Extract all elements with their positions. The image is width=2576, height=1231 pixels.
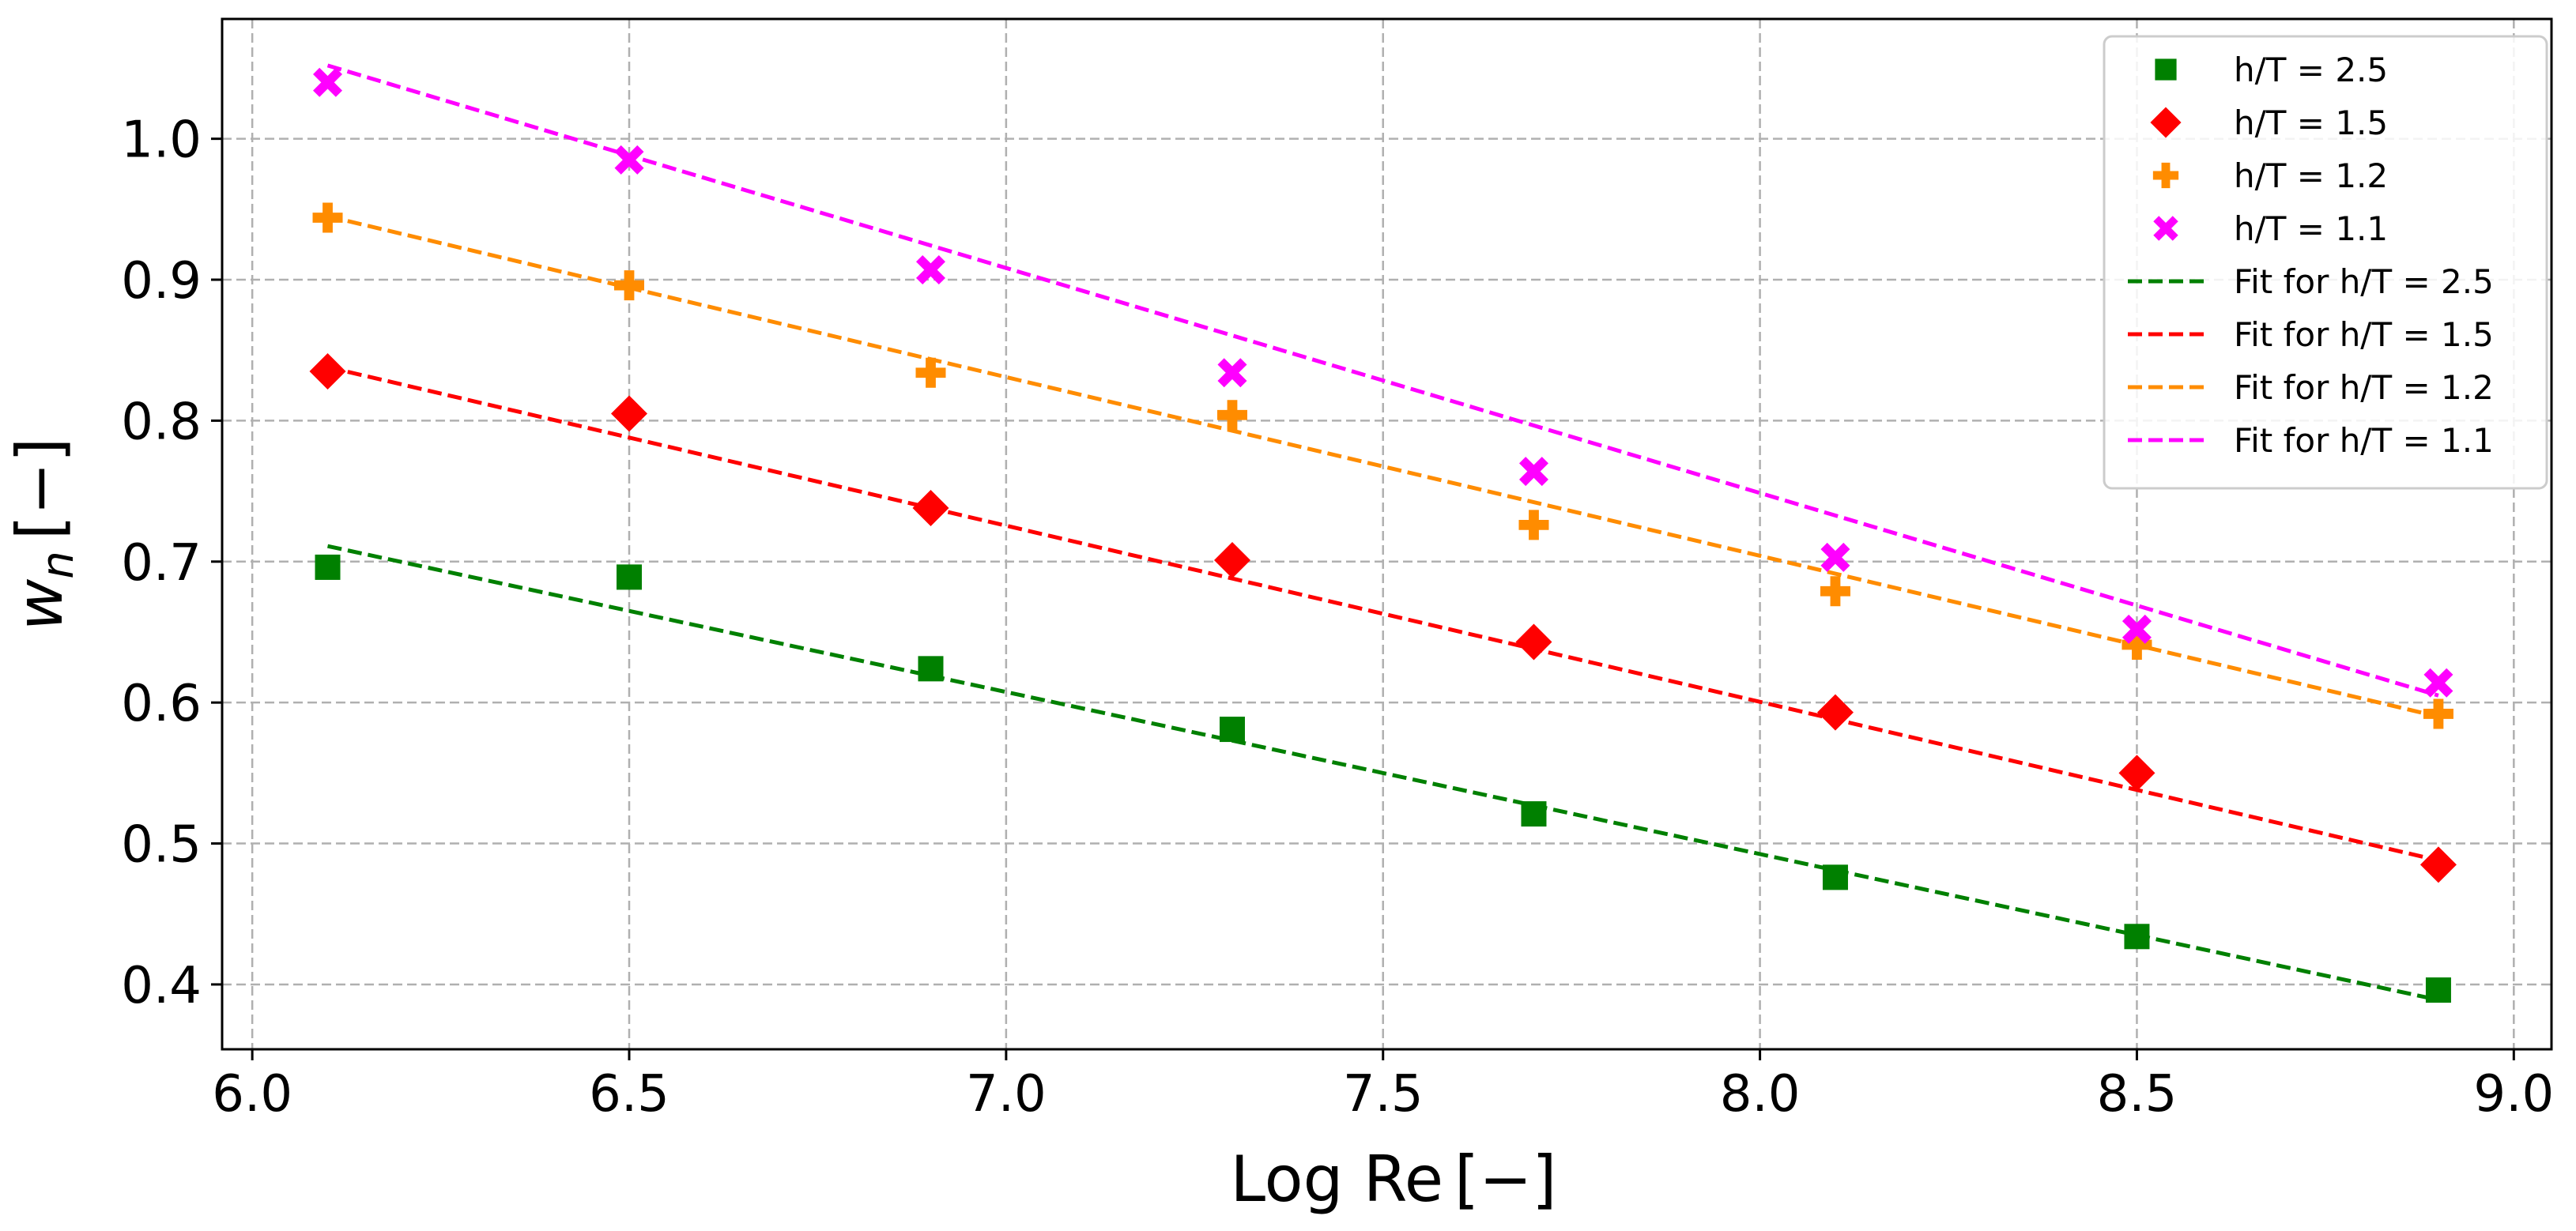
- x-axis-label: Log Re [−]: [1231, 1143, 1557, 1216]
- legend-label: h/T = 1.5: [2234, 104, 2388, 142]
- data-point: [313, 67, 343, 97]
- legend-label: Fit for h/T = 1.2: [2234, 368, 2494, 407]
- data-point: [312, 202, 343, 233]
- plot-frame: [221, 17, 2553, 1051]
- fit-lines-layer: [326, 63, 2439, 1003]
- data-point: [2423, 698, 2453, 729]
- data-point: [1515, 623, 1552, 661]
- y-tick-label: 0.6: [121, 675, 202, 733]
- y-tick-label: 1.0: [121, 111, 202, 170]
- data-point: [1518, 510, 1549, 540]
- y-axis-ticks: 0.4 0.5 0.6 0.7 0.8 0.9 1.0: [121, 111, 222, 1015]
- y-tick-label: 0.4: [121, 957, 202, 1015]
- legend-label: h/T = 1.1: [2234, 209, 2388, 248]
- data-point: [309, 352, 346, 390]
- y-tick-label: 0.7: [121, 534, 202, 593]
- legend-label: Fit for h/T = 1.1: [2234, 421, 2494, 460]
- legend-marker: [2153, 216, 2178, 241]
- x-tick-label: 6.5: [589, 1065, 669, 1124]
- data-point: [1816, 694, 1854, 731]
- y-tick-label: 0.9: [121, 252, 202, 311]
- data-point: [1822, 864, 1848, 890]
- data-point: [2124, 924, 2150, 950]
- fit-line: [326, 214, 2439, 719]
- legend-label: Fit for h/T = 1.5: [2234, 315, 2494, 354]
- y-tick-label: 0.8: [121, 393, 202, 451]
- data-point: [918, 656, 944, 682]
- x-axis-ticks: 6.0 6.5 7.0 7.5 8.0 8.5 9.0: [212, 1049, 2554, 1124]
- x-tick-label: 8.0: [1720, 1065, 1801, 1124]
- legend-marker: [2155, 58, 2177, 81]
- data-point: [915, 357, 946, 388]
- x-tick-label: 7.0: [966, 1065, 1047, 1124]
- legend-marker: [2152, 162, 2179, 189]
- data-point: [617, 564, 643, 590]
- legend-label: Fit for h/T = 2.5: [2234, 262, 2494, 301]
- data-point: [611, 395, 648, 432]
- x-tick-label: 9.0: [2473, 1065, 2554, 1124]
- fit-line: [326, 63, 2439, 698]
- data-point: [1217, 358, 1247, 388]
- markers-layer: [309, 67, 2457, 1003]
- data-point: [912, 489, 949, 526]
- data-point: [2425, 977, 2451, 1003]
- data-point: [915, 255, 946, 285]
- data-point: [1820, 576, 1850, 607]
- data-point: [1216, 400, 1247, 431]
- legend: h/T = 2.5 h/T = 1.5 h/T = 1.2 h/T = 1.1 Fit …: [2103, 35, 2548, 490]
- x-tick-label: 7.5: [1343, 1065, 1424, 1124]
- data-point: [2122, 614, 2152, 644]
- data-point: [1213, 542, 1250, 579]
- data-point: [1219, 717, 1245, 743]
- y-axis-label: wn[−]: [3, 438, 84, 631]
- data-point: [2423, 668, 2453, 698]
- data-point: [315, 554, 341, 580]
- fit-line: [326, 365, 2439, 863]
- fit-line: [326, 544, 2439, 1003]
- data-point: [1820, 542, 1850, 572]
- data-point: [1521, 801, 1547, 827]
- legend-marker: [2150, 107, 2182, 138]
- data-point: [2122, 630, 2152, 661]
- data-point: [2118, 755, 2155, 792]
- data-point: [614, 145, 644, 175]
- data-point: [2419, 846, 2457, 883]
- data-point: [1518, 457, 1548, 487]
- legend-label: h/T = 1.2: [2234, 156, 2388, 195]
- legend-frame: [2103, 35, 2548, 490]
- x-tick-label: 6.0: [212, 1065, 292, 1124]
- legend-label: h/T = 2.5: [2234, 51, 2388, 89]
- y-tick-label: 0.5: [121, 816, 202, 875]
- x-tick-label: 8.5: [2097, 1065, 2178, 1124]
- data-point: [614, 270, 645, 301]
